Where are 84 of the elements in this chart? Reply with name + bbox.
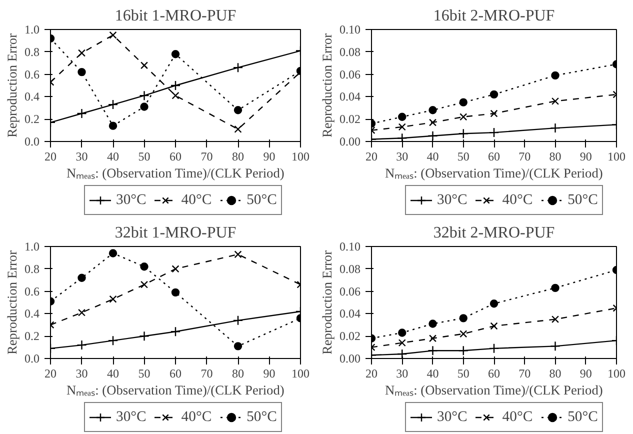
y-tick-label: 1.0 (24, 22, 40, 36)
y-tick-label: 0.8 (24, 44, 40, 59)
x-axis-title: Nₘₑₐₛ: (Observation Time)/(CLK Period) (66, 166, 284, 180)
y-tick-label: 0.02 (340, 112, 360, 126)
chart-title: 32bit 2-MRO-PUF (433, 224, 555, 242)
x-tick-label: 50 (457, 150, 470, 164)
y-tick-label: 0.6 (24, 67, 40, 82)
x-tick-label: 90 (580, 150, 592, 164)
x-axis-title: Nₘₑₐₛ: (Observation Time)/(CLK Period) (66, 382, 284, 398)
y-axis-title: Reproduction Error (4, 250, 20, 354)
y-tick-label: 0.2 (24, 112, 40, 126)
legend-label: 30°C (116, 408, 146, 426)
y-tick-label: 0.6 (24, 284, 40, 298)
chart-title: 16bit 2-MRO-PUF (433, 8, 555, 24)
x-tick-label: 20 (366, 366, 378, 380)
x-tick-label: 50 (138, 366, 150, 380)
legend-label: 30°C (437, 408, 468, 426)
x-tick-label: 50 (138, 150, 150, 164)
chart-title: 16bit 1-MRO-PUF (114, 8, 236, 24)
y-tick-label: 0.0 (24, 134, 40, 148)
x-tick-label: 70 (200, 366, 213, 380)
legend-label: 40°C (181, 192, 212, 208)
x-tick-label: 60 (488, 366, 500, 380)
y-axis-title: Reproduction Error (320, 32, 334, 138)
y-tick-label: 0.2 (24, 329, 40, 344)
y-tick-label: 1.0 (24, 240, 40, 254)
x-tick-label: 70 (518, 150, 531, 164)
legend-label: 40°C (181, 408, 212, 426)
y-tick-label: 0.8 (24, 262, 40, 276)
y-tick-label: 0.10 (340, 22, 360, 36)
y-tick-label: 0.00 (340, 134, 360, 148)
x-tick-label: 50 (457, 366, 470, 380)
y-tick-label: 0.4 (24, 90, 40, 104)
x-tick-label: 20 (366, 150, 378, 164)
y-axis-title: Reproduction Error (4, 32, 20, 138)
y-tick-label: 0.08 (340, 44, 360, 59)
legend-label: 50°C (568, 408, 598, 426)
x-tick-label: 90 (263, 150, 276, 164)
y-tick-label: 0.02 (340, 329, 360, 344)
x-tick-label: 100 (292, 366, 310, 380)
x-tick-label: 30 (396, 366, 408, 380)
y-tick-label: 0.0 (24, 352, 40, 366)
x-tick-label: 40 (426, 150, 439, 164)
x-axis-title: Nₘₑₐₛ: (Observation Time)/(CLK Period) (384, 166, 603, 180)
legend-label: 30°C (116, 192, 146, 208)
x-tick-label: 60 (170, 150, 182, 164)
x-tick-label: 40 (426, 366, 439, 380)
chart-title: 32bit 1-MRO-PUF (114, 224, 236, 242)
y-tick-label: 0.4 (24, 306, 40, 321)
x-tick-label: 60 (170, 366, 182, 380)
x-tick-label: 70 (200, 150, 213, 164)
legend-label: 40°C (502, 192, 533, 208)
x-tick-label: 30 (76, 366, 88, 380)
x-tick-label: 80 (232, 150, 244, 164)
x-tick-label: 100 (608, 150, 626, 164)
legend-label: 50°C (246, 408, 277, 426)
x-tick-label: 40 (107, 366, 119, 380)
x-tick-label: 90 (263, 366, 276, 380)
legend-label: 50°C (246, 192, 277, 208)
legend-label: 50°C (568, 192, 598, 208)
x-axis-title: Nₘₑₐₛ: (Observation Time)/(CLK Period) (384, 382, 603, 398)
x-tick-label: 100 (608, 366, 626, 380)
y-tick-label: 0.04 (340, 90, 360, 104)
y-axis-title: Reproduction Error (320, 250, 334, 354)
x-tick-label: 40 (107, 150, 119, 164)
x-tick-label: 60 (488, 150, 500, 164)
y-tick-label: 0.06 (340, 67, 360, 82)
x-tick-label: 70 (518, 366, 531, 380)
x-tick-label: 80 (549, 150, 562, 164)
x-tick-label: 80 (232, 366, 244, 380)
y-tick-label: 0.10 (340, 240, 360, 254)
y-tick-label: 0.08 (340, 262, 360, 276)
x-tick-label: 20 (44, 366, 56, 380)
x-tick-label: 90 (580, 366, 592, 380)
y-tick-label: 0.04 (340, 306, 360, 321)
y-tick-label: 0.00 (340, 352, 360, 366)
x-tick-label: 30 (76, 150, 88, 164)
x-tick-label: 20 (44, 150, 56, 164)
legend-label: 30°C (437, 192, 468, 208)
legend-label: 40°C (502, 408, 533, 426)
x-tick-label: 30 (396, 150, 408, 164)
x-tick-label: 100 (292, 150, 310, 164)
y-tick-label: 0.06 (340, 284, 360, 298)
x-tick-label: 80 (549, 366, 562, 380)
